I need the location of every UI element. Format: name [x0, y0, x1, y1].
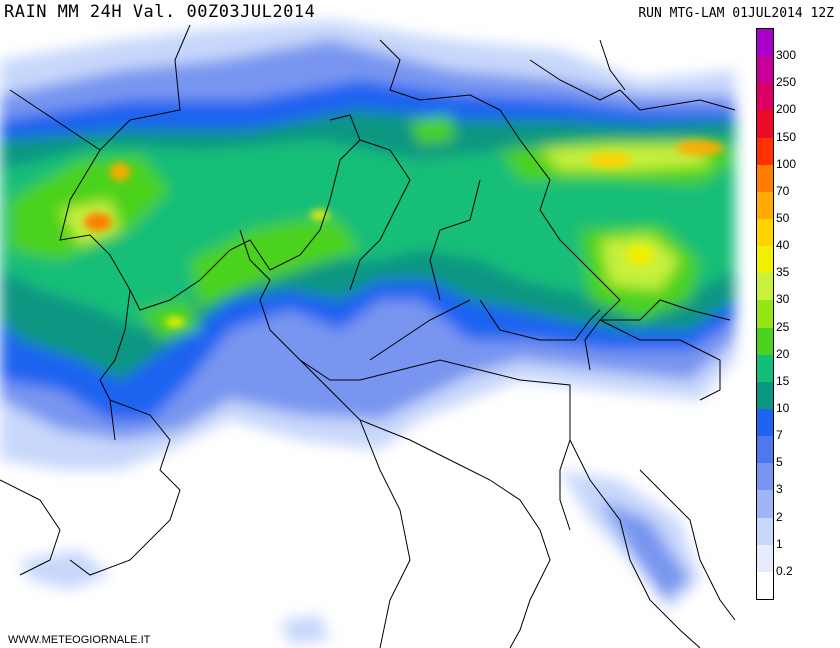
- legend-swatch: [757, 273, 773, 302]
- legend-swatch: [757, 409, 773, 437]
- legend-swatch: [757, 219, 773, 247]
- map-title: RAIN MM 24H Val. 00Z03JUL2014: [4, 2, 316, 22]
- legend-swatch: [757, 56, 773, 85]
- legend-label: 2: [776, 509, 783, 524]
- legend-swatch: [757, 83, 773, 112]
- legend-label: 30: [776, 292, 790, 307]
- legend-swatch: [757, 463, 773, 492]
- legend-swatch: [757, 571, 773, 599]
- legend-swatch: [757, 544, 773, 573]
- legend-label: 250: [776, 75, 797, 90]
- legend-label: 10: [776, 401, 790, 415]
- legend-swatch: [757, 246, 773, 275]
- legend-label: 5: [776, 455, 783, 470]
- country-borders: [0, 24, 736, 648]
- legend-label: 100: [776, 156, 797, 171]
- legend-label: 3: [776, 482, 783, 497]
- legend-label: 300: [776, 48, 797, 63]
- legend-swatch: [757, 354, 773, 383]
- legend-label: 50: [776, 211, 790, 225]
- precipitation-field: [0, 20, 735, 645]
- legend-swatch: [757, 436, 773, 465]
- legend-swatch: [757, 300, 773, 329]
- precipitation-peaks: [84, 141, 724, 327]
- legend-swatch: [757, 517, 773, 546]
- legend-label: 15: [776, 373, 790, 388]
- color-scale-legend: [756, 28, 774, 600]
- legend-label: 70: [776, 183, 790, 198]
- legend-swatch: [757, 327, 773, 356]
- legend-swatch: [757, 381, 773, 410]
- legend-swatch: [757, 29, 773, 57]
- legend-label: 20: [776, 346, 790, 361]
- legend-swatch: [757, 137, 773, 166]
- legend-label: 25: [776, 319, 790, 334]
- legend-label: 0.2: [776, 563, 793, 578]
- legend-label: 40: [776, 238, 790, 253]
- legend-swatch: [757, 191, 773, 220]
- legend-swatch: [757, 110, 773, 139]
- legend-label: 35: [776, 265, 790, 280]
- source-credit: WWW.METEOGIORNALE.IT: [8, 634, 151, 646]
- precipitation-map: [0, 20, 736, 648]
- legend-label: 200: [776, 102, 797, 117]
- legend-label: 7: [776, 428, 783, 443]
- model-run-label: RUN MTG-LAM 01JUL2014 12Z: [638, 6, 834, 21]
- color-scale-labels: 300 250 200 150 100 70 50 40 35 30 25 20 15 10 7 5 3 2 1 0.…: [776, 28, 836, 598]
- legend-swatch: [757, 490, 773, 519]
- legend-label: 1: [776, 536, 783, 551]
- legend-swatch: [757, 164, 773, 193]
- legend-label: 150: [776, 129, 797, 144]
